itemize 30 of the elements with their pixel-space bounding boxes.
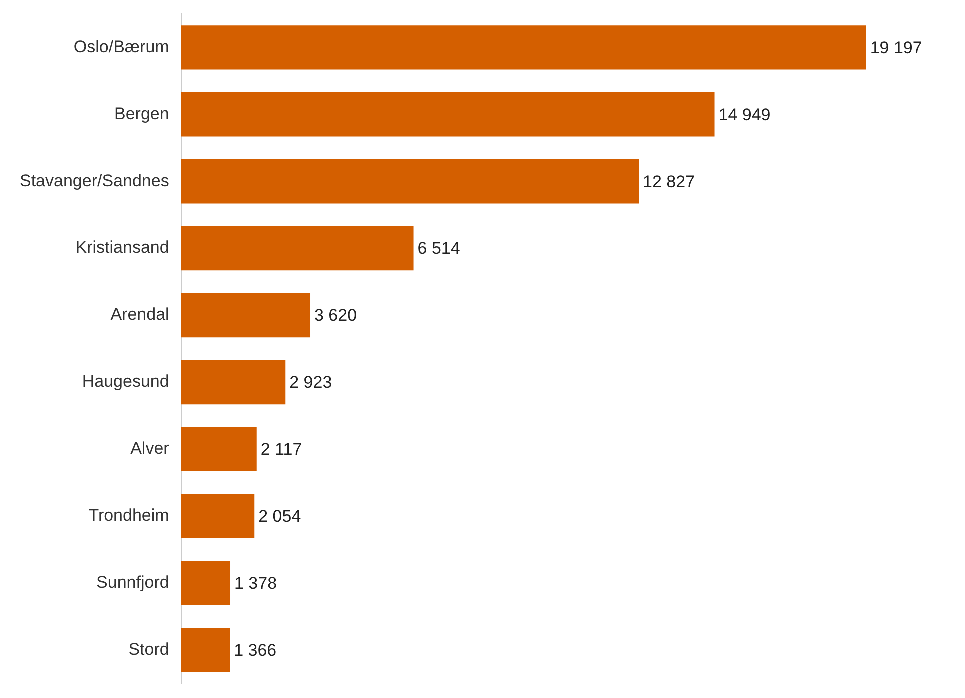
bar bbox=[181, 92, 715, 137]
data-label: 2 054 bbox=[258, 507, 302, 526]
data-label: 3 620 bbox=[314, 306, 358, 326]
bar bbox=[181, 26, 866, 70]
data-label: 1 378 bbox=[234, 574, 278, 594]
y-tick-label: Bergen bbox=[114, 104, 170, 124]
y-tick-label: Sunnfjord bbox=[96, 573, 170, 592]
data-label: 6 514 bbox=[418, 239, 460, 258]
bar bbox=[181, 226, 414, 271]
y-tick-label: Arendal bbox=[110, 305, 170, 324]
data-label: 14 949 bbox=[718, 105, 771, 124]
data-label: 2 923 bbox=[290, 373, 332, 392]
data-label: 12 827 bbox=[643, 172, 696, 192]
y-tick-label: Stord bbox=[128, 640, 170, 660]
y-tick-label: Alver bbox=[130, 439, 170, 458]
bar bbox=[181, 628, 230, 672]
y-tick-label: Oslo/Bærum bbox=[74, 37, 170, 56]
y-tick-label: Trondheim bbox=[88, 506, 170, 526]
y-tick-label: Haugesund bbox=[82, 372, 170, 392]
data-label: 2 117 bbox=[260, 440, 302, 460]
bar bbox=[181, 427, 257, 472]
bar bbox=[181, 293, 311, 338]
bar bbox=[181, 160, 640, 204]
data-label: 19 197 bbox=[870, 38, 922, 58]
bar bbox=[181, 561, 231, 606]
y-tick-label: Kristiansand bbox=[76, 238, 170, 258]
y-tick-label: Stavanger/Sandnes bbox=[20, 171, 170, 190]
data-label: 1 366 bbox=[234, 641, 277, 660]
bar bbox=[181, 360, 286, 405]
bar bbox=[181, 494, 255, 538]
